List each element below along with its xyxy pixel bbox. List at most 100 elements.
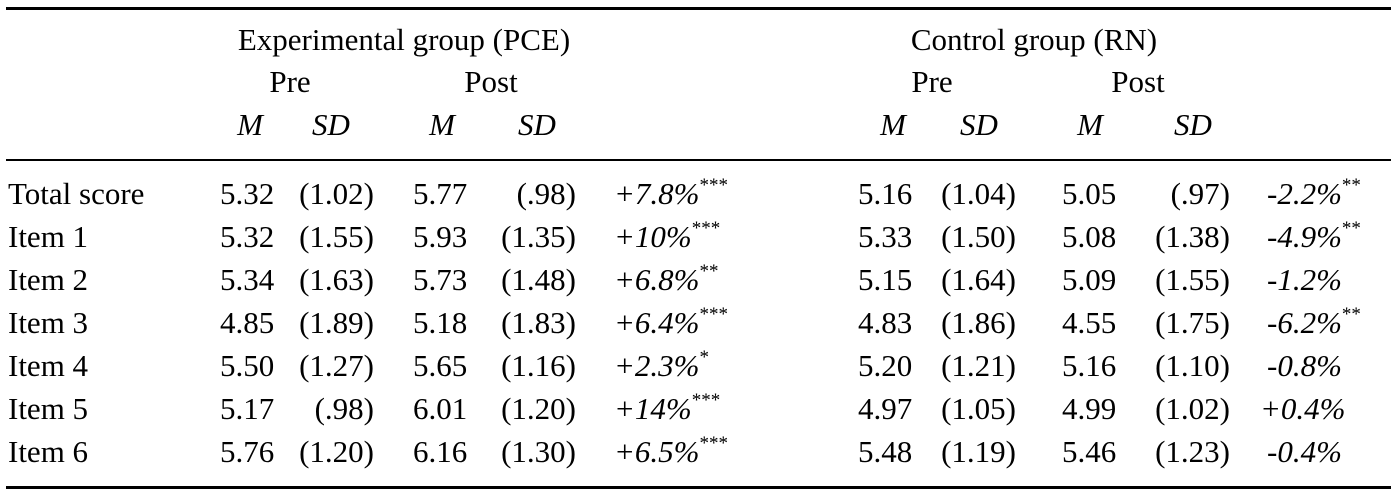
row-label: Item 4: [8, 348, 89, 383]
cell-ctrl-pre-sd: (1.50): [941, 219, 1016, 254]
significance-marker: ***: [699, 175, 729, 196]
cell-ctrl-pre-sd: (1.19): [941, 434, 1016, 469]
header-experimental-group: Experimental group (PCE): [237, 22, 571, 57]
cell-exp-change: +7.8%***: [614, 176, 728, 212]
cell-ctrl-change: -2.2%**: [1267, 176, 1361, 212]
header-ctrl-post-m: M: [1077, 107, 1103, 142]
cell-ctrl-pre-sd: (1.04): [941, 176, 1016, 211]
cell-ctrl-post-sd: (.97): [1170, 176, 1230, 211]
change-value: -0.4%: [1267, 434, 1342, 469]
cell-exp-pre-sd: (1.89): [299, 305, 374, 340]
change-value: -6.2%: [1267, 305, 1342, 340]
cell-exp-pre-sd: (1.55): [299, 219, 374, 254]
cell-exp-pre-m: 5.32: [220, 219, 275, 254]
cell-exp-post-m: 5.93: [413, 219, 468, 254]
significance-marker: **: [1341, 175, 1361, 196]
top-rule: [6, 7, 1391, 10]
cell-exp-post-m: 5.73: [413, 262, 468, 297]
cell-ctrl-change: -0.4%: [1267, 434, 1342, 470]
cell-ctrl-pre-m: 5.16: [858, 176, 913, 211]
significance-marker: ***: [699, 433, 729, 454]
change-value: -2.2%: [1267, 176, 1342, 211]
bottom-rule: [6, 486, 1391, 489]
cell-ctrl-post-m: 5.09: [1062, 262, 1117, 297]
significance-marker: **: [1341, 218, 1361, 239]
cell-exp-post-m: 6.16: [413, 434, 468, 469]
change-value: +6.8%: [614, 262, 700, 297]
cell-ctrl-pre-m: 4.83: [858, 305, 913, 340]
cell-ctrl-change: +0.4%: [1260, 391, 1346, 427]
cell-exp-change: +6.8%**: [614, 262, 719, 298]
cell-exp-post-m: 5.65: [413, 348, 468, 383]
change-value: +2.3%: [614, 348, 700, 383]
cell-ctrl-post-sd: (1.75): [1155, 305, 1230, 340]
cell-ctrl-pre-m: 5.15: [858, 262, 913, 297]
cell-ctrl-post-m: 5.05: [1062, 176, 1117, 211]
cell-ctrl-post-sd: (1.23): [1155, 434, 1230, 469]
header-exp-post-sd: SD: [518, 107, 556, 142]
cell-exp-post-sd: (1.16): [501, 348, 576, 383]
header-exp-post: Post: [464, 64, 518, 99]
cell-ctrl-post-m: 5.16: [1062, 348, 1117, 383]
row-label: Item 2: [8, 262, 89, 297]
row-label: Total score: [8, 176, 145, 211]
cell-exp-change: +6.4%***: [614, 305, 728, 341]
cell-ctrl-pre-sd: (1.05): [941, 391, 1016, 426]
cell-exp-pre-sd: (1.63): [299, 262, 374, 297]
cell-ctrl-pre-m: 5.33: [858, 219, 913, 254]
row-label: Item 5: [8, 391, 89, 426]
change-value: +14%: [614, 391, 692, 426]
header-ctrl-pre: Pre: [911, 64, 953, 99]
significance-marker: *: [699, 347, 710, 368]
change-value: -4.9%: [1267, 219, 1342, 254]
cell-exp-post-sd: (1.48): [501, 262, 576, 297]
change-value: +10%: [614, 219, 692, 254]
cell-exp-post-m: 5.77: [413, 176, 468, 211]
cell-exp-pre-m: 5.76: [220, 434, 275, 469]
cell-exp-pre-sd: (1.02): [299, 176, 374, 211]
header-ctrl-post: Post: [1111, 64, 1165, 99]
header-ctrl-pre-m: M: [880, 107, 906, 142]
cell-exp-change: +2.3%*: [614, 348, 709, 384]
cell-exp-change: +10%***: [614, 219, 720, 255]
cell-exp-post-sd: (1.35): [501, 219, 576, 254]
change-value: +6.5%: [614, 434, 700, 469]
cell-ctrl-post-m: 4.99: [1062, 391, 1117, 426]
change-value: +7.8%: [614, 176, 700, 211]
change-value: +0.4%: [1260, 391, 1346, 426]
header-exp-pre-sd: SD: [312, 107, 350, 142]
cell-exp-post-sd: (1.30): [501, 434, 576, 469]
significance-marker: ***: [699, 304, 729, 325]
significance-marker: ***: [691, 218, 721, 239]
cell-exp-post-sd: (.98): [516, 176, 576, 211]
cell-ctrl-post-sd: (1.10): [1155, 348, 1230, 383]
header-ctrl-post-sd: SD: [1174, 107, 1212, 142]
significance-marker: **: [699, 261, 719, 282]
change-value: -1.2%: [1267, 262, 1342, 297]
row-label: Item 1: [8, 219, 89, 254]
cell-ctrl-pre-sd: (1.86): [941, 305, 1016, 340]
cell-ctrl-post-sd: (1.55): [1155, 262, 1230, 297]
significance-marker: **: [1341, 304, 1361, 325]
cell-exp-post-sd: (1.83): [501, 305, 576, 340]
cell-ctrl-pre-m: 5.48: [858, 434, 913, 469]
cell-ctrl-post-m: 5.46: [1062, 434, 1117, 469]
significance-marker: ***: [691, 390, 721, 411]
cell-exp-pre-sd: (.98): [314, 391, 374, 426]
cell-ctrl-pre-m: 5.20: [858, 348, 913, 383]
cell-ctrl-post-sd: (1.02): [1155, 391, 1230, 426]
header-exp-post-m: M: [429, 107, 455, 142]
cell-ctrl-pre-sd: (1.64): [941, 262, 1016, 297]
cell-exp-change: +6.5%***: [614, 434, 728, 470]
cell-ctrl-post-m: 5.08: [1062, 219, 1117, 254]
row-label: Item 6: [8, 434, 89, 469]
header-exp-pre: Pre: [269, 64, 311, 99]
cell-exp-pre-sd: (1.27): [299, 348, 374, 383]
header-exp-pre-m: M: [237, 107, 263, 142]
cell-exp-pre-m: 5.32: [220, 176, 275, 211]
header-control-group: Control group (RN): [910, 22, 1158, 57]
cell-exp-post-m: 5.18: [413, 305, 468, 340]
row-label: Item 3: [8, 305, 89, 340]
cell-exp-pre-m: 5.50: [220, 348, 275, 383]
cell-exp-pre-sd: (1.20): [299, 434, 374, 469]
